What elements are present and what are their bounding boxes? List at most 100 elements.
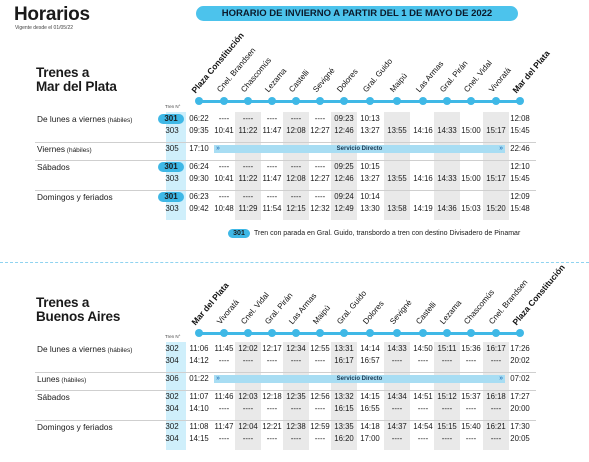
station-dot bbox=[195, 97, 203, 105]
time-cell: ---- bbox=[465, 404, 477, 413]
station-label: Lezama bbox=[438, 298, 464, 326]
time-cell: 16:21 bbox=[486, 422, 506, 431]
time-cell: 15:00 bbox=[461, 174, 481, 183]
time-cell: ---- bbox=[242, 356, 254, 365]
station-label: Maipú bbox=[388, 71, 410, 94]
time-cell: 14:37 bbox=[387, 422, 407, 431]
time-cell: 11:08 bbox=[189, 422, 209, 431]
time-cell: 12:17 bbox=[262, 344, 282, 353]
time-cell: 12:46 bbox=[334, 126, 354, 135]
time-cell: 15:11 bbox=[437, 344, 457, 353]
time-cell: 07:02 bbox=[510, 374, 530, 383]
time-cell: 11:06 bbox=[189, 344, 209, 353]
time-cell: ---- bbox=[218, 434, 230, 443]
row-label: Lunes (hábiles) bbox=[37, 374, 87, 384]
train-number: 303 bbox=[165, 174, 179, 183]
chevrons-icon: » bbox=[499, 375, 503, 382]
time-cell: 15:48 bbox=[510, 204, 530, 213]
direct-service-bar: Servicio Directo»» bbox=[214, 375, 505, 383]
train-number: 303 bbox=[165, 126, 179, 135]
column-shade bbox=[483, 112, 509, 220]
time-cell: 14:54 bbox=[413, 422, 433, 431]
train-number: 303 bbox=[165, 204, 179, 213]
train-number: 301 bbox=[158, 162, 184, 172]
station-dot bbox=[292, 97, 300, 105]
station-dot bbox=[268, 97, 276, 105]
time-cell: 11:22 bbox=[238, 126, 258, 135]
time-cell: ---- bbox=[242, 162, 254, 171]
column-shade bbox=[434, 342, 460, 450]
station-dot bbox=[292, 329, 300, 337]
time-cell: 16:20 bbox=[334, 434, 354, 443]
section-buenos-aires-title: Trenes a Buenos Aires bbox=[36, 296, 120, 324]
chevrons-icon: » bbox=[216, 145, 220, 152]
time-cell: 17:26 bbox=[510, 344, 530, 353]
time-cell: 14:36 bbox=[437, 204, 457, 213]
note-text: Tren con parada en Gral. Guido, transbor… bbox=[254, 230, 521, 237]
station-dot bbox=[443, 329, 451, 337]
row-separator bbox=[35, 372, 536, 373]
train-number: 305 bbox=[165, 144, 179, 153]
time-cell: 15:03 bbox=[461, 204, 481, 213]
time-cell: 14:16 bbox=[413, 126, 433, 135]
time-cell: ---- bbox=[242, 114, 254, 123]
station-dot bbox=[443, 97, 451, 105]
time-cell: 17:10 bbox=[189, 144, 209, 153]
time-cell: 14:14 bbox=[360, 344, 380, 353]
time-cell: 15:37 bbox=[461, 392, 481, 401]
section-mar-del-plata-title: Trenes a Mar del Plata bbox=[36, 66, 117, 94]
station-dot bbox=[244, 329, 252, 337]
time-cell: 11:54 bbox=[262, 204, 282, 213]
time-cell: 15:17 bbox=[486, 174, 506, 183]
time-cell: ---- bbox=[314, 404, 326, 413]
time-cell: 13:35 bbox=[334, 422, 354, 431]
time-cell: 14:12 bbox=[189, 356, 209, 365]
time-cell: 10:14 bbox=[360, 192, 380, 201]
time-cell: 13:55 bbox=[387, 126, 407, 135]
time-cell: 11:47 bbox=[214, 422, 234, 431]
station-dot bbox=[492, 97, 500, 105]
train-number: 304 bbox=[165, 434, 179, 443]
time-cell: ---- bbox=[441, 404, 453, 413]
time-cell: 12:02 bbox=[238, 344, 258, 353]
row-separator bbox=[35, 420, 536, 421]
time-cell: 14:34 bbox=[387, 392, 407, 401]
time-cell: 11:22 bbox=[238, 174, 258, 183]
time-cell: ---- bbox=[290, 404, 302, 413]
station-dot bbox=[492, 329, 500, 337]
column-shade bbox=[283, 342, 309, 450]
time-cell: ---- bbox=[490, 404, 502, 413]
time-cell: 15:45 bbox=[510, 174, 530, 183]
season-banner: HORARIO DE INVIERNO A PARTIR DEL 1 DE MA… bbox=[196, 6, 518, 21]
section-title-line1: Trenes a bbox=[36, 295, 90, 310]
station-dot bbox=[316, 329, 324, 337]
time-cell: ---- bbox=[391, 434, 403, 443]
section-divider bbox=[0, 262, 589, 263]
time-cell: 16:57 bbox=[360, 356, 380, 365]
time-cell: 20:00 bbox=[510, 404, 530, 413]
time-cell: ---- bbox=[290, 434, 302, 443]
column-shade bbox=[235, 342, 261, 450]
station-dot bbox=[366, 97, 374, 105]
time-cell: 10:15 bbox=[360, 162, 380, 171]
time-cell: 12:46 bbox=[334, 174, 354, 183]
time-cell: 14:50 bbox=[413, 344, 433, 353]
time-cell: ---- bbox=[290, 192, 302, 201]
row-separator bbox=[35, 142, 536, 143]
time-cell: 16:17 bbox=[486, 344, 506, 353]
time-cell: 11:45 bbox=[214, 344, 234, 353]
time-cell: ---- bbox=[314, 434, 326, 443]
time-cell: 12:32 bbox=[310, 204, 330, 213]
time-cell: 12:21 bbox=[262, 422, 282, 431]
time-cell: 13:58 bbox=[387, 204, 407, 213]
time-cell: ---- bbox=[218, 114, 230, 123]
train-number-column bbox=[166, 342, 186, 450]
station-dot bbox=[340, 97, 348, 105]
time-cell: ---- bbox=[417, 434, 429, 443]
time-cell: 11:47 bbox=[262, 126, 282, 135]
time-cell: 15:15 bbox=[437, 422, 457, 431]
time-cell: 13:55 bbox=[387, 174, 407, 183]
train-number: 302 bbox=[165, 422, 179, 431]
time-cell: 10:41 bbox=[214, 174, 234, 183]
time-cell: 06:22 bbox=[189, 114, 209, 123]
